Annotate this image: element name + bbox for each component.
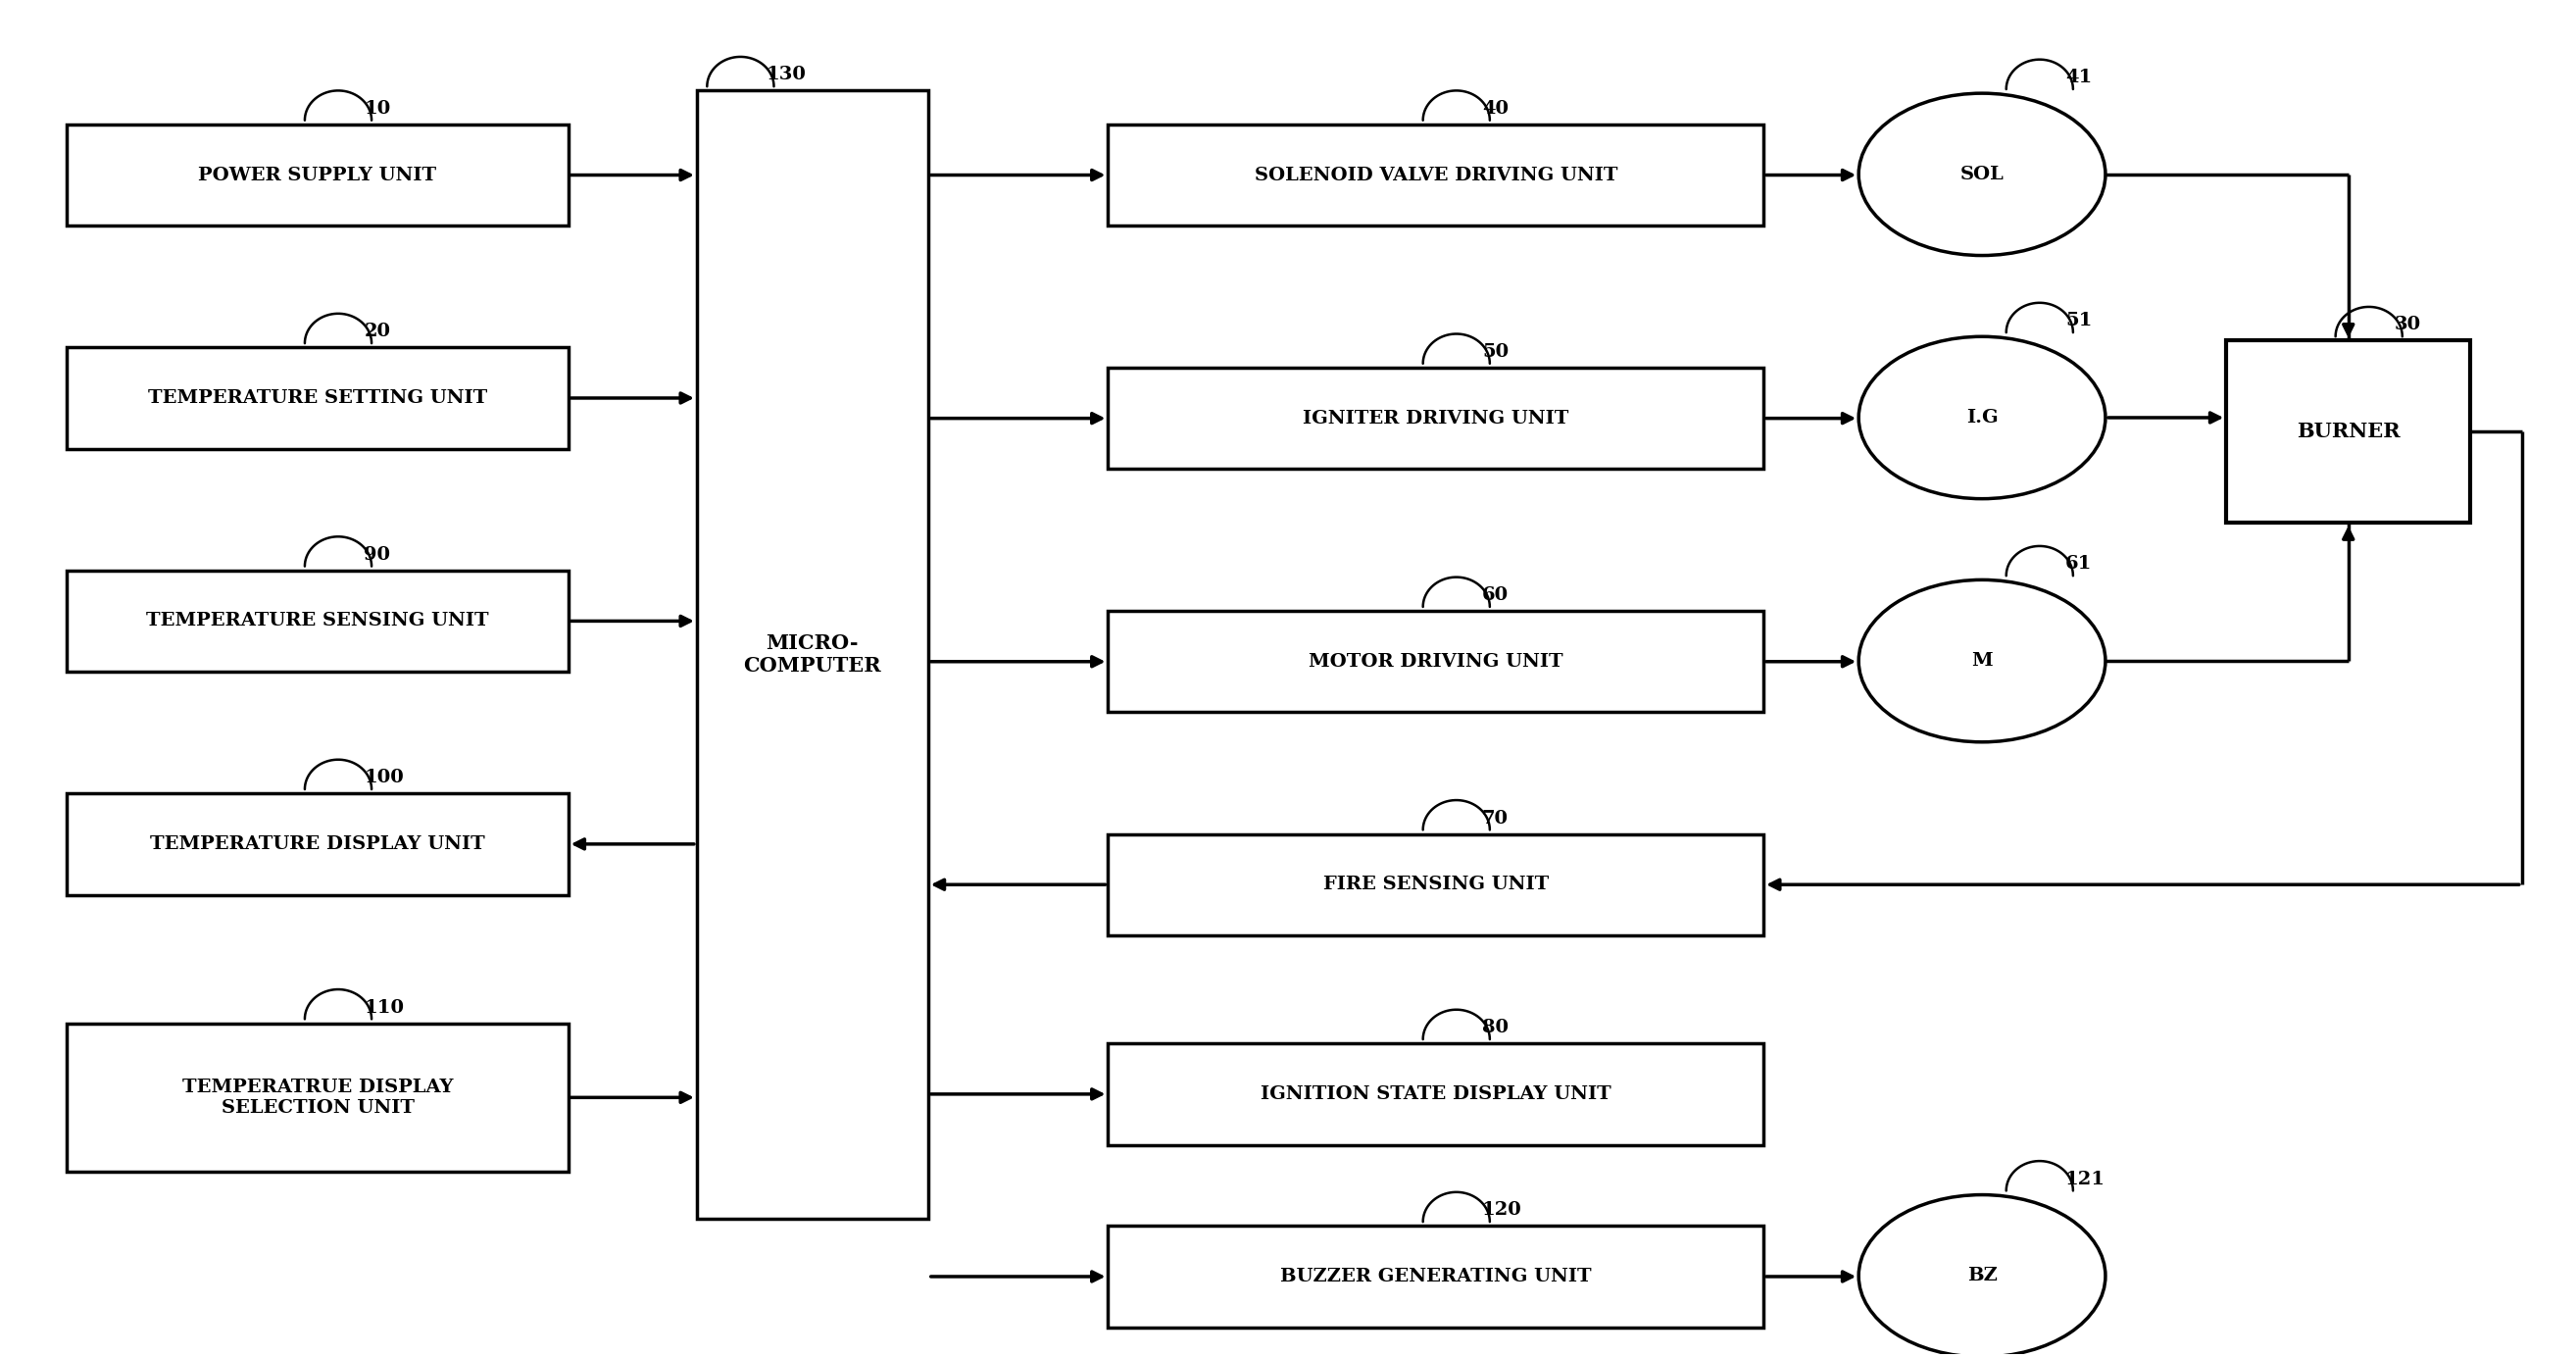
Text: POWER SUPPLY UNIT: POWER SUPPLY UNIT xyxy=(198,166,438,183)
Text: I.G: I.G xyxy=(1965,408,1999,426)
Text: BZ: BZ xyxy=(1968,1267,1996,1285)
Ellipse shape xyxy=(1860,1194,2105,1357)
Ellipse shape xyxy=(1860,94,2105,255)
Text: MICRO-
COMPUTER: MICRO- COMPUTER xyxy=(744,634,881,676)
Bar xyxy=(67,347,569,449)
Text: BUZZER GENERATING UNIT: BUZZER GENERATING UNIT xyxy=(1280,1267,1592,1285)
Ellipse shape xyxy=(1860,337,2105,499)
Text: 20: 20 xyxy=(363,323,392,341)
Text: 30: 30 xyxy=(2396,316,2421,334)
Text: FIRE SENSING UNIT: FIRE SENSING UNIT xyxy=(1324,875,1548,893)
Text: 80: 80 xyxy=(1481,1019,1510,1037)
Text: 40: 40 xyxy=(1481,100,1510,118)
Bar xyxy=(67,570,569,672)
Text: 121: 121 xyxy=(2066,1170,2105,1187)
Bar xyxy=(1108,1225,1765,1327)
Text: 10: 10 xyxy=(363,100,392,118)
Text: 60: 60 xyxy=(1481,586,1510,604)
Bar xyxy=(67,1023,569,1172)
Text: BURNER: BURNER xyxy=(2298,422,2401,441)
Text: TEMPERATURE DISPLAY UNIT: TEMPERATURE DISPLAY UNIT xyxy=(149,836,484,854)
Text: IGNITER DRIVING UNIT: IGNITER DRIVING UNIT xyxy=(1303,410,1569,427)
Text: SOL: SOL xyxy=(1960,166,2004,183)
Text: M: M xyxy=(1971,653,1994,670)
Bar xyxy=(1108,368,1765,470)
Text: IGNITION STATE DISPLAY UNIT: IGNITION STATE DISPLAY UNIT xyxy=(1260,1086,1610,1103)
Text: 51: 51 xyxy=(2066,312,2092,330)
Bar xyxy=(696,91,927,1219)
Text: TEMPERATURE SENSING UNIT: TEMPERATURE SENSING UNIT xyxy=(147,612,489,630)
Text: 50: 50 xyxy=(1481,343,1510,361)
Text: TEMPERATRUE DISPLAY
SELECTION UNIT: TEMPERATRUE DISPLAY SELECTION UNIT xyxy=(183,1079,453,1117)
Text: 41: 41 xyxy=(2066,69,2092,87)
Text: TEMPERATURE SETTING UNIT: TEMPERATURE SETTING UNIT xyxy=(147,389,487,407)
Text: 61: 61 xyxy=(2066,555,2092,573)
Bar xyxy=(1108,125,1765,225)
Bar xyxy=(1108,1044,1765,1145)
Ellipse shape xyxy=(1860,579,2105,742)
Bar xyxy=(67,794,569,894)
Bar xyxy=(67,125,569,225)
Text: 130: 130 xyxy=(765,66,806,84)
Text: 110: 110 xyxy=(363,999,404,1016)
Text: SOLENOID VALVE DRIVING UNIT: SOLENOID VALVE DRIVING UNIT xyxy=(1255,166,1618,183)
Bar xyxy=(2226,341,2470,522)
Text: 90: 90 xyxy=(363,546,392,563)
Text: MOTOR DRIVING UNIT: MOTOR DRIVING UNIT xyxy=(1309,653,1564,670)
Bar xyxy=(1108,835,1765,935)
Text: 70: 70 xyxy=(1481,810,1510,828)
Text: 120: 120 xyxy=(1481,1201,1522,1219)
Bar xyxy=(1108,611,1765,712)
Text: 100: 100 xyxy=(363,769,404,787)
